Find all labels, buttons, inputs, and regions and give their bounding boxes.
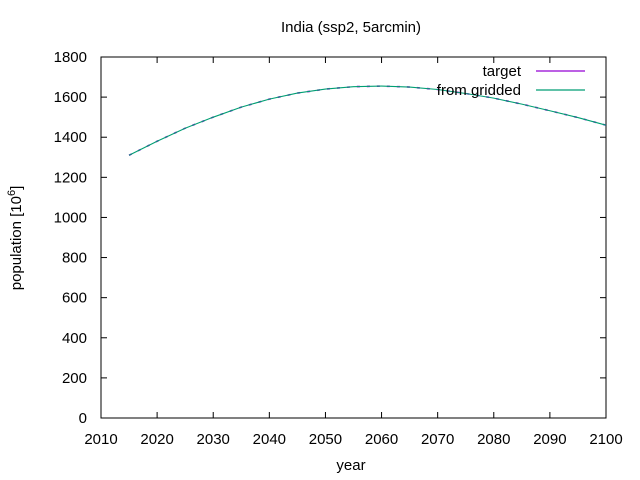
series-line-from-gridded <box>128 85 607 156</box>
x-tick-label: 2020 <box>140 431 173 448</box>
x-axis-label: year <box>336 457 365 474</box>
x-tick-label: 2050 <box>309 431 342 448</box>
y-axis-label-exponent: 6 <box>6 190 18 196</box>
x-tick-label: 2070 <box>421 431 454 448</box>
x-tick-label: 2010 <box>84 431 117 448</box>
y-axis-label-text: population [10 <box>8 196 25 290</box>
y-tick-label: 0 <box>79 410 87 427</box>
legend-label: from gridded <box>437 82 521 99</box>
y-tick-label: 400 <box>62 330 87 347</box>
y-axis-label-suffix: ] <box>8 186 25 190</box>
y-tick-label: 1800 <box>54 49 87 66</box>
chart-title: India (ssp2, 5arcmin) <box>281 19 421 36</box>
y-tick-label: 800 <box>62 250 87 267</box>
legend-label: target <box>483 63 522 80</box>
y-tick-label: 1000 <box>54 209 87 226</box>
plot-frame <box>100 56 607 419</box>
y-tick-label: 1400 <box>54 129 87 146</box>
y-tick-label: 1600 <box>54 89 87 106</box>
y-axis: 0 200 400 600 800 1000 1200 1400 1600 1800 <box>54 49 606 427</box>
x-tick-label: 2100 <box>589 431 622 448</box>
y-tick-label: 200 <box>62 370 87 387</box>
x-axis: 2010 2020 2030 2040 2050 2060 2070 2080 2090 2100 <box>84 57 623 448</box>
x-tick-label: 2060 <box>365 431 398 448</box>
x-tick-label: 2090 <box>533 431 566 448</box>
y-tick-label: 600 <box>62 290 87 307</box>
series-layer <box>128 85 607 156</box>
y-tick-label: 1200 <box>54 169 87 186</box>
x-tick-label: 2080 <box>477 431 510 448</box>
legend: target from gridded <box>437 63 585 99</box>
x-tick-label: 2030 <box>197 431 230 448</box>
x-tick-label: 2040 <box>253 431 286 448</box>
series-line-target <box>128 85 607 156</box>
y-axis-label: population [106] <box>6 186 25 291</box>
